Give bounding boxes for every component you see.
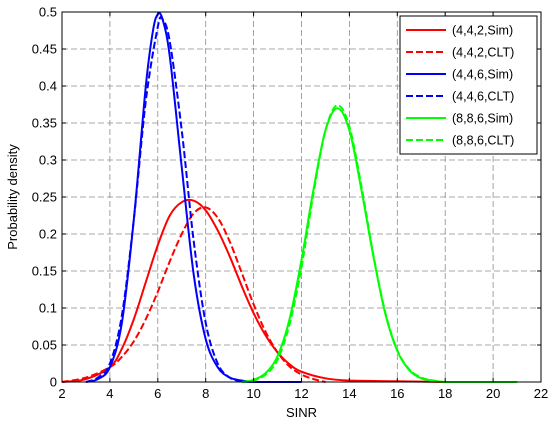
series-group	[61, 12, 518, 384]
y-tick-label: 0	[50, 375, 57, 390]
legend-label: (8,8,6,Sim)	[452, 112, 513, 126]
legend-label: (4,4,2,CLT)	[452, 46, 514, 60]
x-tick-label: 16	[390, 386, 404, 401]
x-tick-label: 20	[486, 386, 500, 401]
y-tick-label: 0.15	[32, 264, 57, 279]
x-tick-label: 10	[246, 386, 260, 401]
x-tick-label: 22	[534, 386, 548, 401]
y-tick-label: 0.35	[32, 116, 57, 131]
y-tick-label: 0.05	[32, 338, 57, 353]
legend-label: (4,4,6,Sim)	[452, 68, 513, 82]
legend: (4,4,2,Sim) (4,4,2,CLT) (4,4,6,Sim) (4,4,6,…	[399, 15, 538, 155]
legend-label: (8,8,6,CLT)	[452, 134, 514, 148]
y-tick-label: 0.5	[39, 5, 57, 20]
series-line-5	[241, 104, 518, 383]
y-tick-label: 0.25	[32, 190, 57, 205]
legend-label: (4,4,6,CLT)	[452, 90, 514, 104]
x-tick-label: 18	[438, 386, 452, 401]
x-tick-label: 8	[202, 386, 209, 401]
x-tick-label: 12	[294, 386, 308, 401]
y-tick-label: 0.1	[39, 301, 57, 316]
tick-labels: 2 4 6 8 10 12 14 16 18 20 22 0 0.05 0.1 0.15 0.2 0.25 0.3…	[32, 5, 549, 402]
y-tick-label: 0.3	[39, 153, 57, 168]
series-line-3	[85, 16, 254, 383]
x-axis-title: SINR	[286, 405, 317, 420]
y-tick-label: 0.4	[39, 79, 57, 94]
y-axis-title: Probability density	[5, 144, 20, 250]
x-tick-label: 14	[342, 386, 356, 401]
x-tick-label: 2	[58, 386, 65, 401]
y-tick-label: 0.2	[39, 227, 57, 242]
y-tick-label: 0.45	[32, 42, 57, 57]
series-line-1	[61, 206, 326, 383]
series-line-0	[61, 198, 518, 384]
x-tick-label: 6	[154, 386, 161, 401]
x-tick-label: 4	[106, 386, 113, 401]
legend-box	[399, 15, 538, 155]
legend-label: (4,4,2,Sim)	[452, 24, 513, 38]
ticks	[61, 11, 542, 383]
